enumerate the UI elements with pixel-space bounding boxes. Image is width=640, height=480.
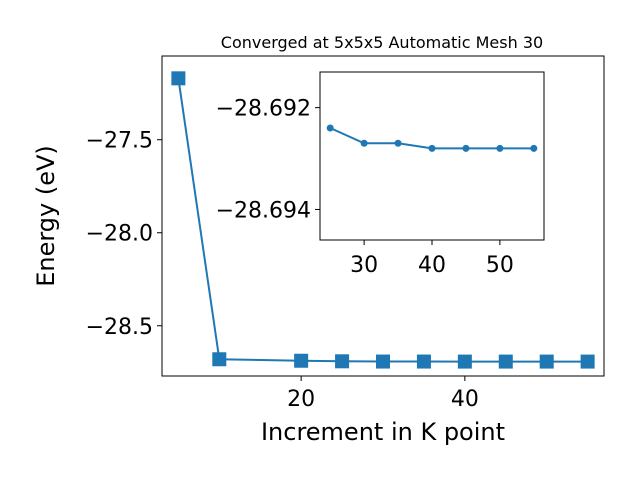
x-axis-label: Increment in K point — [261, 418, 505, 446]
main-x-tick-label: 40 — [451, 387, 479, 412]
inset-y-ticks: −28.694 −28.692 — [216, 97, 320, 223]
inset-x-tick-label: 30 — [350, 253, 378, 278]
main-data-point — [539, 354, 554, 369]
inset-y-tick-label: −28.692 — [216, 97, 311, 122]
inset-y-tick-label: −28.694 — [216, 198, 311, 223]
main-series-line — [177, 78, 588, 363]
main-x-ticks: 20 40 — [287, 376, 479, 412]
inset-plot-frame — [319, 71, 545, 241]
main-y-tick-label: −27.5 — [86, 129, 153, 154]
main-y-tick-label: −28.0 — [86, 222, 153, 247]
main-data-point — [294, 353, 309, 368]
chart-title: Converged at 5x5x5 Automatic Mesh 30 — [221, 33, 543, 52]
main-series — [171, 71, 595, 369]
main-data-point — [171, 71, 186, 86]
main-y-ticks: −27.5 −28.0 −28.5 — [86, 129, 162, 340]
inset-x-tick-label: 50 — [486, 253, 514, 278]
main-data-point — [416, 354, 431, 369]
main-y-tick-label: −28.5 — [86, 315, 153, 340]
main-data-point — [376, 354, 390, 369]
inset-data-point — [428, 144, 436, 152]
main-data-point — [580, 354, 595, 369]
main-data-point — [212, 352, 227, 367]
main-data-point — [498, 354, 513, 369]
main-x-tick-label: 20 — [287, 387, 315, 412]
inset-data-point — [496, 144, 504, 152]
main-data-point — [335, 354, 350, 369]
inset-data-point — [394, 139, 402, 147]
inset-series — [326, 124, 538, 152]
inset-x-tick-label: 40 — [418, 253, 446, 278]
main-plot-frame — [161, 55, 605, 377]
y-axis-label: Energy (eV) — [32, 145, 60, 287]
inset-x-ticks: 30 40 50 — [350, 240, 514, 278]
inset-data-point — [326, 124, 334, 132]
main-data-point — [457, 354, 472, 369]
inset-data-point — [360, 139, 368, 147]
inset-data-point — [462, 144, 470, 152]
inset-data-point — [530, 144, 538, 152]
